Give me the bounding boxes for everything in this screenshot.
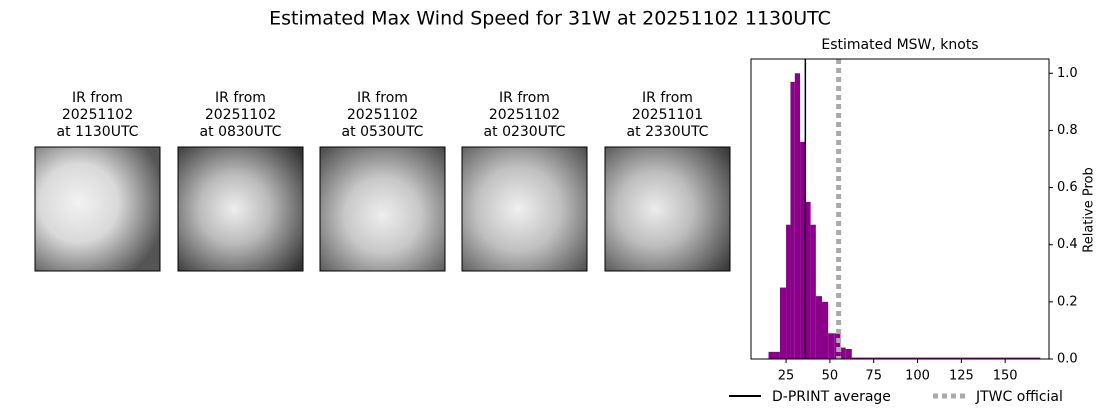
- panel-label: 20251102: [205, 107, 276, 123]
- panel-label: at 2330UTC: [627, 124, 709, 140]
- y-tick-label: 1.0: [1057, 66, 1078, 81]
- ir-image: [319, 146, 446, 272]
- panel-label: IR from: [642, 90, 693, 106]
- y-tick-label: 0.8: [1057, 123, 1078, 138]
- y-tick-label: 0.2: [1057, 294, 1078, 309]
- bar: [805, 201, 811, 359]
- legend-label: D-PRINT average: [772, 389, 891, 405]
- ir-image: [604, 146, 731, 272]
- bar: [810, 224, 816, 359]
- panel-label: 20251102: [347, 107, 418, 123]
- x-tick-label: 75: [865, 369, 882, 384]
- ir-images: [34, 146, 731, 272]
- panel-label: at 0230UTC: [484, 124, 566, 140]
- bar: [779, 287, 787, 359]
- y-tick-label: 0.4: [1057, 237, 1078, 252]
- panel-label: IR from: [215, 90, 266, 106]
- bar: [828, 333, 835, 359]
- x-tick-label: 150: [993, 369, 1018, 384]
- bar: [821, 301, 829, 359]
- bar: [815, 296, 822, 359]
- ir-image: [177, 146, 304, 272]
- y-tick-label: 0.6: [1057, 180, 1078, 195]
- panel-label: IR from: [72, 90, 123, 106]
- bar: [851, 357, 1041, 359]
- panel-label: at 0830UTC: [200, 124, 282, 140]
- panel-label: 20251102: [489, 107, 560, 123]
- bar: [768, 351, 780, 359]
- bar: [800, 141, 806, 359]
- panel-label: IR from: [499, 90, 550, 106]
- bar: [834, 333, 841, 359]
- panel-label: at 0530UTC: [342, 124, 424, 140]
- x-tick-label: 50: [822, 369, 839, 384]
- plot-frame: [750, 58, 1050, 360]
- bar: [786, 224, 791, 359]
- bar: [790, 81, 795, 359]
- bar: [845, 349, 852, 359]
- ir-image: [34, 146, 161, 272]
- panel-label: 20251102: [62, 107, 133, 123]
- x-tick-label: 25: [778, 369, 795, 384]
- bar: [840, 347, 846, 359]
- panel-label: IR from: [357, 90, 408, 106]
- ir-image: [461, 146, 588, 272]
- chart-title: Estimated MSW, knots: [821, 37, 978, 53]
- y-axis-label: Relative Prob: [1082, 167, 1097, 252]
- legend-label: JTWC official: [975, 389, 1063, 405]
- panel-label: 20251101: [632, 107, 703, 123]
- y-tick-label: 0.0: [1057, 352, 1078, 367]
- figure-title: Estimated Max Wind Speed for 31W at 2025…: [269, 8, 831, 30]
- panel-label: at 1130UTC: [57, 124, 139, 140]
- bar: [794, 73, 801, 360]
- x-tick-label: 100: [905, 369, 930, 384]
- x-tick-label: 125: [949, 369, 974, 384]
